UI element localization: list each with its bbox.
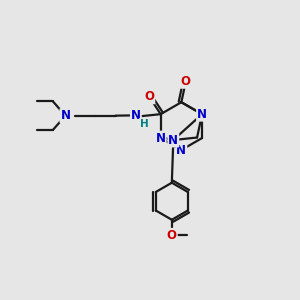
Text: N: N	[60, 109, 70, 122]
Text: N: N	[168, 134, 178, 146]
Text: O: O	[144, 90, 154, 103]
Text: N: N	[197, 108, 207, 121]
Text: H: H	[140, 119, 148, 129]
Text: N: N	[156, 132, 166, 145]
Text: N: N	[176, 143, 186, 157]
Text: N: N	[131, 109, 141, 122]
Text: O: O	[167, 229, 177, 242]
Text: O: O	[181, 75, 191, 88]
